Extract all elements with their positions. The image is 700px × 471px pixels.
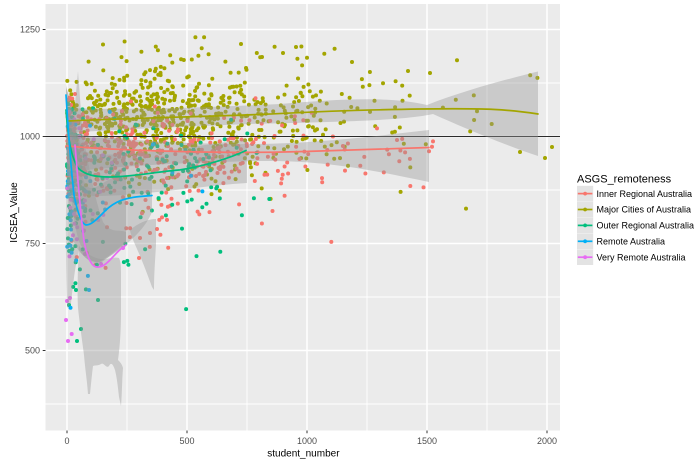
- svg-text:Major Cities of Australia: Major Cities of Australia: [597, 205, 692, 215]
- svg-text:1500: 1500: [417, 436, 437, 446]
- svg-text:Outer Regional Australia: Outer Regional Australia: [597, 221, 695, 231]
- svg-text:1000: 1000: [297, 436, 317, 446]
- svg-text:student_number: student_number: [267, 449, 340, 460]
- svg-text:750: 750: [25, 239, 40, 249]
- svg-text:1000: 1000: [20, 132, 40, 142]
- svg-text:Remote Australia: Remote Australia: [597, 237, 666, 247]
- svg-text:2000: 2000: [537, 436, 557, 446]
- svg-text:ICSEA_Value: ICSEA_Value: [9, 182, 20, 243]
- svg-text:Inner Regional Australia: Inner Regional Australia: [597, 189, 693, 199]
- svg-text:ASGS_remoteness: ASGS_remoteness: [577, 174, 672, 186]
- svg-text:Very Remote Australia: Very Remote Australia: [597, 252, 686, 262]
- svg-text:0: 0: [64, 436, 69, 446]
- svg-text:1250: 1250: [20, 25, 40, 35]
- svg-text:500: 500: [179, 436, 194, 446]
- svg-text:500: 500: [25, 346, 40, 356]
